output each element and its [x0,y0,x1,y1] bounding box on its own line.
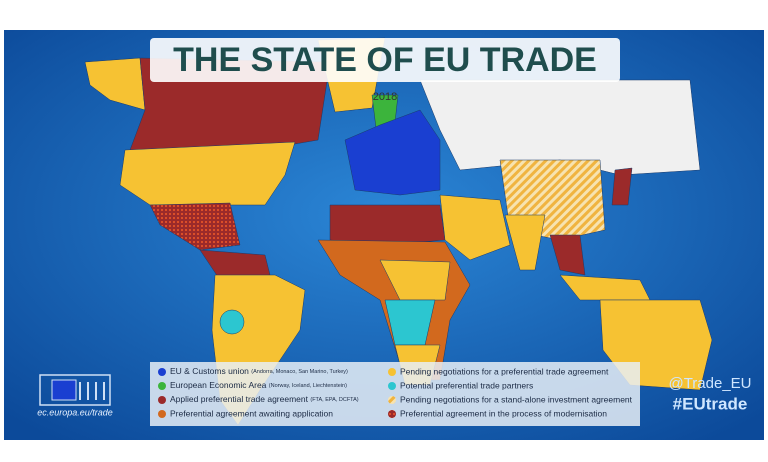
legend-label: Preferential agreement in the process of… [400,408,607,418]
legend-label: Pending negotiations for a preferential … [400,366,609,376]
website: ec.europa.eu/trade [37,407,113,417]
legend-label: Applied preferential trade agreement (FT… [170,394,359,404]
swatch [388,396,396,404]
hashtag: #EUtrade [673,394,748,413]
title: THE STATE OF EU TRADE [173,41,597,79]
legend-label: Pending negotiations for a stand-alone i… [400,394,633,404]
legend: EU & Customs union (Andorra, Monaco, San… [158,366,633,418]
swatch [158,396,166,404]
swatch [158,382,166,390]
legend-label: European Economic Area (Norway, Iceland,… [170,380,347,390]
year: 2018 [373,91,397,103]
swatch [388,368,396,376]
legend-label: Potential preferential trade partners [400,380,533,390]
swatch [158,368,166,376]
legend-label: Preferential agreement awaiting applicat… [170,408,333,418]
handle: @Trade_EU [668,375,751,392]
swatch [388,382,396,390]
ec-logo [39,374,111,406]
legend-label: EU & Customs union (Andorra, Monaco, San… [170,366,348,376]
title-banner [150,38,620,82]
continents [84,37,713,426]
swatch [158,410,166,418]
swatch [388,410,396,418]
